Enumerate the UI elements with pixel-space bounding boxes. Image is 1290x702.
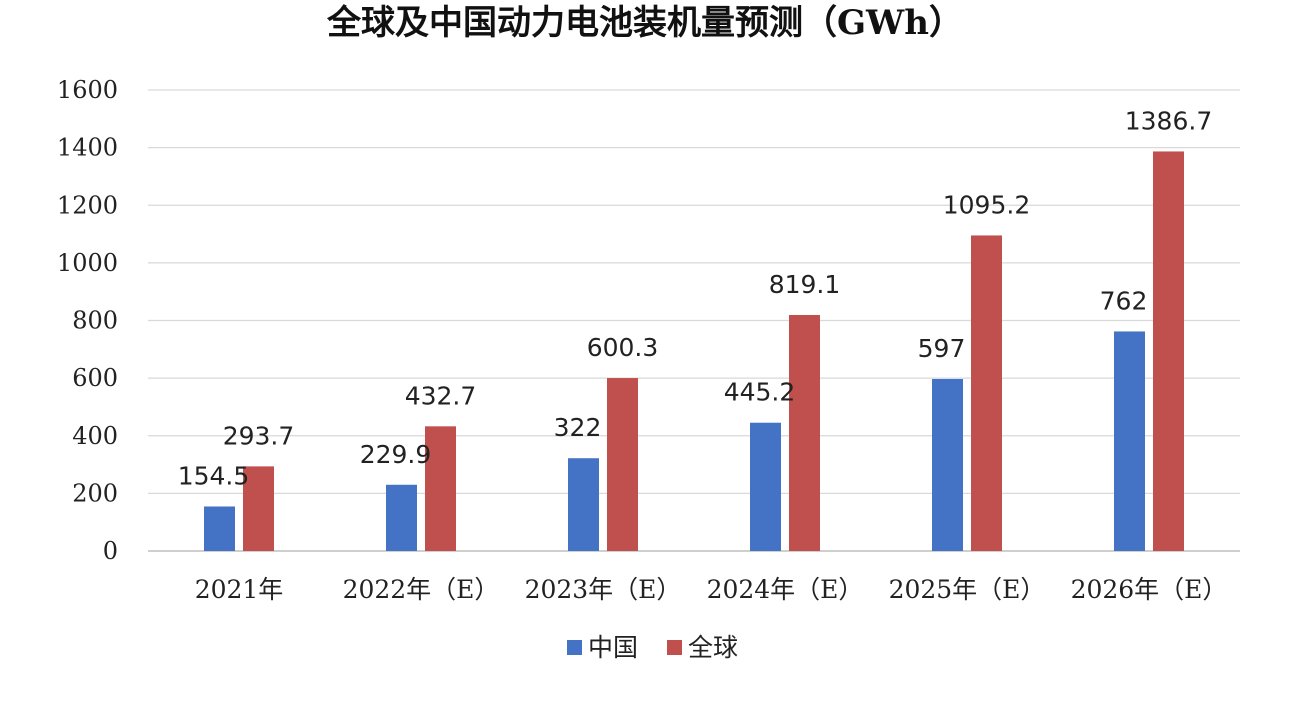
legend: 中国 全球 xyxy=(567,633,738,662)
y-axis-ticks: 0 200 400 600 800 1000 1200 1400 1600 xyxy=(57,76,118,565)
x-category-label: 2024年（E） xyxy=(707,575,864,604)
bar-china xyxy=(750,422,781,551)
bar-global xyxy=(607,378,638,551)
legend-label: 全球 xyxy=(688,633,738,662)
y-tick-label: 200 xyxy=(72,479,118,507)
data-label: 322 xyxy=(554,413,602,442)
legend-swatch xyxy=(667,640,682,655)
y-tick-label: 1600 xyxy=(57,76,118,104)
bar-global xyxy=(789,314,820,551)
data-label: 445.2 xyxy=(724,378,796,407)
data-label: 600.3 xyxy=(587,333,659,362)
bar-china xyxy=(568,458,599,551)
y-tick-label: 1200 xyxy=(57,191,118,219)
bar-global xyxy=(1153,151,1184,551)
data-label: 762 xyxy=(1100,286,1148,315)
chart-title: 全球及中国动力电池装机量预测（GWh） xyxy=(326,3,963,43)
legend-swatch xyxy=(567,640,582,655)
data-labels: 154.5 293.7 229.9 432.7 322 600.3 445.2 819.1 59… xyxy=(178,106,1213,490)
data-label: 293.7 xyxy=(223,421,295,450)
data-label: 1386.7 xyxy=(1125,106,1212,135)
data-label: 597 xyxy=(918,334,966,363)
bar-china xyxy=(204,506,235,551)
data-label: 432.7 xyxy=(405,381,477,410)
bar-global xyxy=(243,466,274,551)
data-label: 154.5 xyxy=(178,461,250,490)
y-tick-label: 400 xyxy=(72,422,118,450)
x-category-label: 2022年（E） xyxy=(343,575,500,604)
data-label: 1095.2 xyxy=(943,190,1030,219)
x-axis-categories: 2021年 2022年（E） 2023年（E） 2024年（E） 2025年（E） 202… xyxy=(195,575,1228,604)
bar-china xyxy=(1114,331,1145,551)
y-tick-label: 0 xyxy=(103,537,118,565)
data-label: 819.1 xyxy=(769,270,841,299)
bar-china xyxy=(386,484,417,551)
data-label: 229.9 xyxy=(360,440,432,469)
bars xyxy=(204,151,1184,551)
y-tick-label: 800 xyxy=(72,307,118,335)
legend-label: 中国 xyxy=(588,633,638,662)
x-category-label: 2021年 xyxy=(195,575,284,604)
gridlines xyxy=(148,89,1240,552)
bar-china xyxy=(932,378,963,551)
y-tick-label: 1400 xyxy=(57,134,118,162)
x-category-label: 2026年（E） xyxy=(1071,575,1228,604)
bar-global xyxy=(425,426,456,551)
y-tick-label: 600 xyxy=(72,364,118,392)
x-category-label: 2025年（E） xyxy=(889,575,1046,604)
y-tick-label: 1000 xyxy=(57,249,118,277)
bar-global xyxy=(971,235,1002,551)
x-category-label: 2023年（E） xyxy=(525,575,682,604)
